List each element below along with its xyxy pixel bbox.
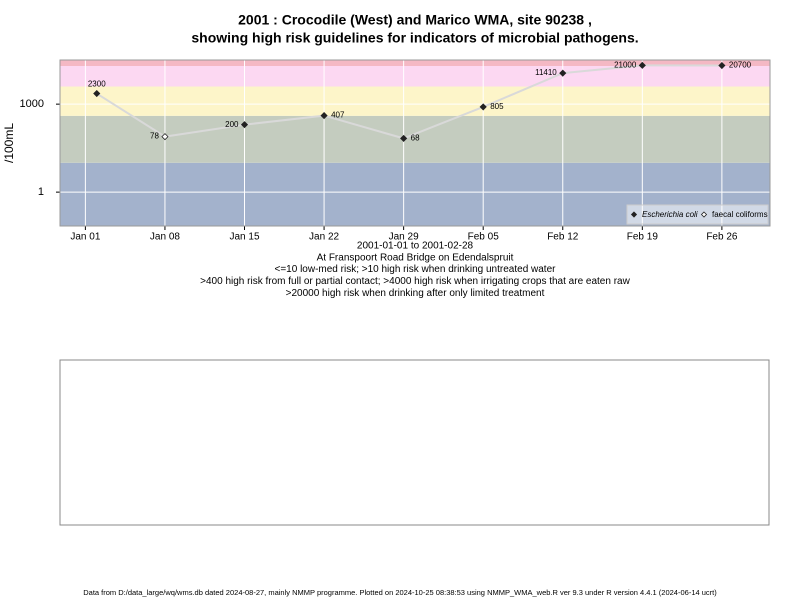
data-point bbox=[240, 121, 249, 129]
axis-note: <=10 low-med risk; >10 high risk when dr… bbox=[275, 264, 557, 275]
legend: Escherichia coli faecal coliforms bbox=[626, 204, 769, 225]
risk-band bbox=[60, 115, 770, 163]
series-line bbox=[403, 105, 484, 140]
value-label: 805 bbox=[490, 102, 504, 111]
x-tick-label: Feb 19 bbox=[627, 232, 659, 243]
risk-band bbox=[60, 65, 770, 87]
value-label: 78 bbox=[150, 132, 159, 141]
value-label: 20700 bbox=[729, 61, 752, 70]
value-label: 2300 bbox=[88, 80, 106, 89]
y-tick-label: 1 bbox=[38, 186, 44, 198]
value-label: 21000 bbox=[614, 60, 637, 69]
x-tick-label: Jan 01 bbox=[70, 232, 100, 243]
data-point bbox=[93, 89, 101, 98]
series-line bbox=[323, 114, 404, 140]
series-line bbox=[244, 114, 325, 126]
footer: Data from D:/data_large/wq/wms.db dated … bbox=[83, 588, 717, 597]
series-line bbox=[482, 72, 564, 108]
y-tick-label: 1000 bbox=[20, 98, 44, 110]
axis-note: At Franspoort Road Bridge on Edendalspru… bbox=[317, 252, 514, 263]
legend-label: faecal coliforms bbox=[712, 210, 768, 219]
value-label: 68 bbox=[411, 133, 420, 142]
legend-marker bbox=[630, 211, 638, 218]
empty-panel bbox=[59, 359, 770, 526]
data-point bbox=[320, 112, 328, 120]
chart-title: 2001 : Crocodile (West) and Marico WMA, … bbox=[238, 12, 592, 28]
risk-band bbox=[60, 60, 770, 66]
data-point bbox=[400, 134, 408, 142]
axis-note: >400 high risk from full or partial cont… bbox=[200, 276, 630, 287]
axis-note: >20000 high risk when drinking after onl… bbox=[286, 288, 545, 299]
legend-marker bbox=[700, 211, 708, 218]
y-axis-label: /100mL bbox=[2, 123, 16, 163]
legend-label: Escherichia coli bbox=[642, 210, 698, 219]
data-point bbox=[479, 103, 487, 111]
plot-frame bbox=[59, 59, 771, 227]
series-line bbox=[562, 64, 643, 75]
value-label: 200 bbox=[225, 120, 239, 129]
chart-subtitle: showing high risk guidelines for indicat… bbox=[191, 30, 638, 46]
series-line bbox=[96, 92, 166, 138]
value-label: 11410 bbox=[535, 68, 557, 77]
x-tick-label: Jan 22 bbox=[309, 232, 339, 243]
x-tick-label: Feb 05 bbox=[468, 232, 500, 243]
risk-band bbox=[60, 86, 770, 116]
x-tick-label: Feb 26 bbox=[706, 232, 738, 243]
legend-box bbox=[626, 204, 769, 225]
x-tick-label: Jan 15 bbox=[229, 232, 259, 243]
x-tick-label: Feb 12 bbox=[547, 232, 579, 243]
data-point bbox=[718, 61, 726, 70]
x-tick-label: Jan 08 bbox=[150, 232, 180, 243]
value-label: 407 bbox=[331, 111, 345, 120]
axis-note: 2001-01-01 to 2001-02-28 bbox=[357, 241, 474, 252]
data-point bbox=[559, 69, 567, 77]
series-line bbox=[164, 123, 245, 138]
data-point bbox=[161, 133, 169, 141]
x-tick-label: Jan 29 bbox=[389, 232, 419, 243]
data-point bbox=[638, 61, 646, 69]
